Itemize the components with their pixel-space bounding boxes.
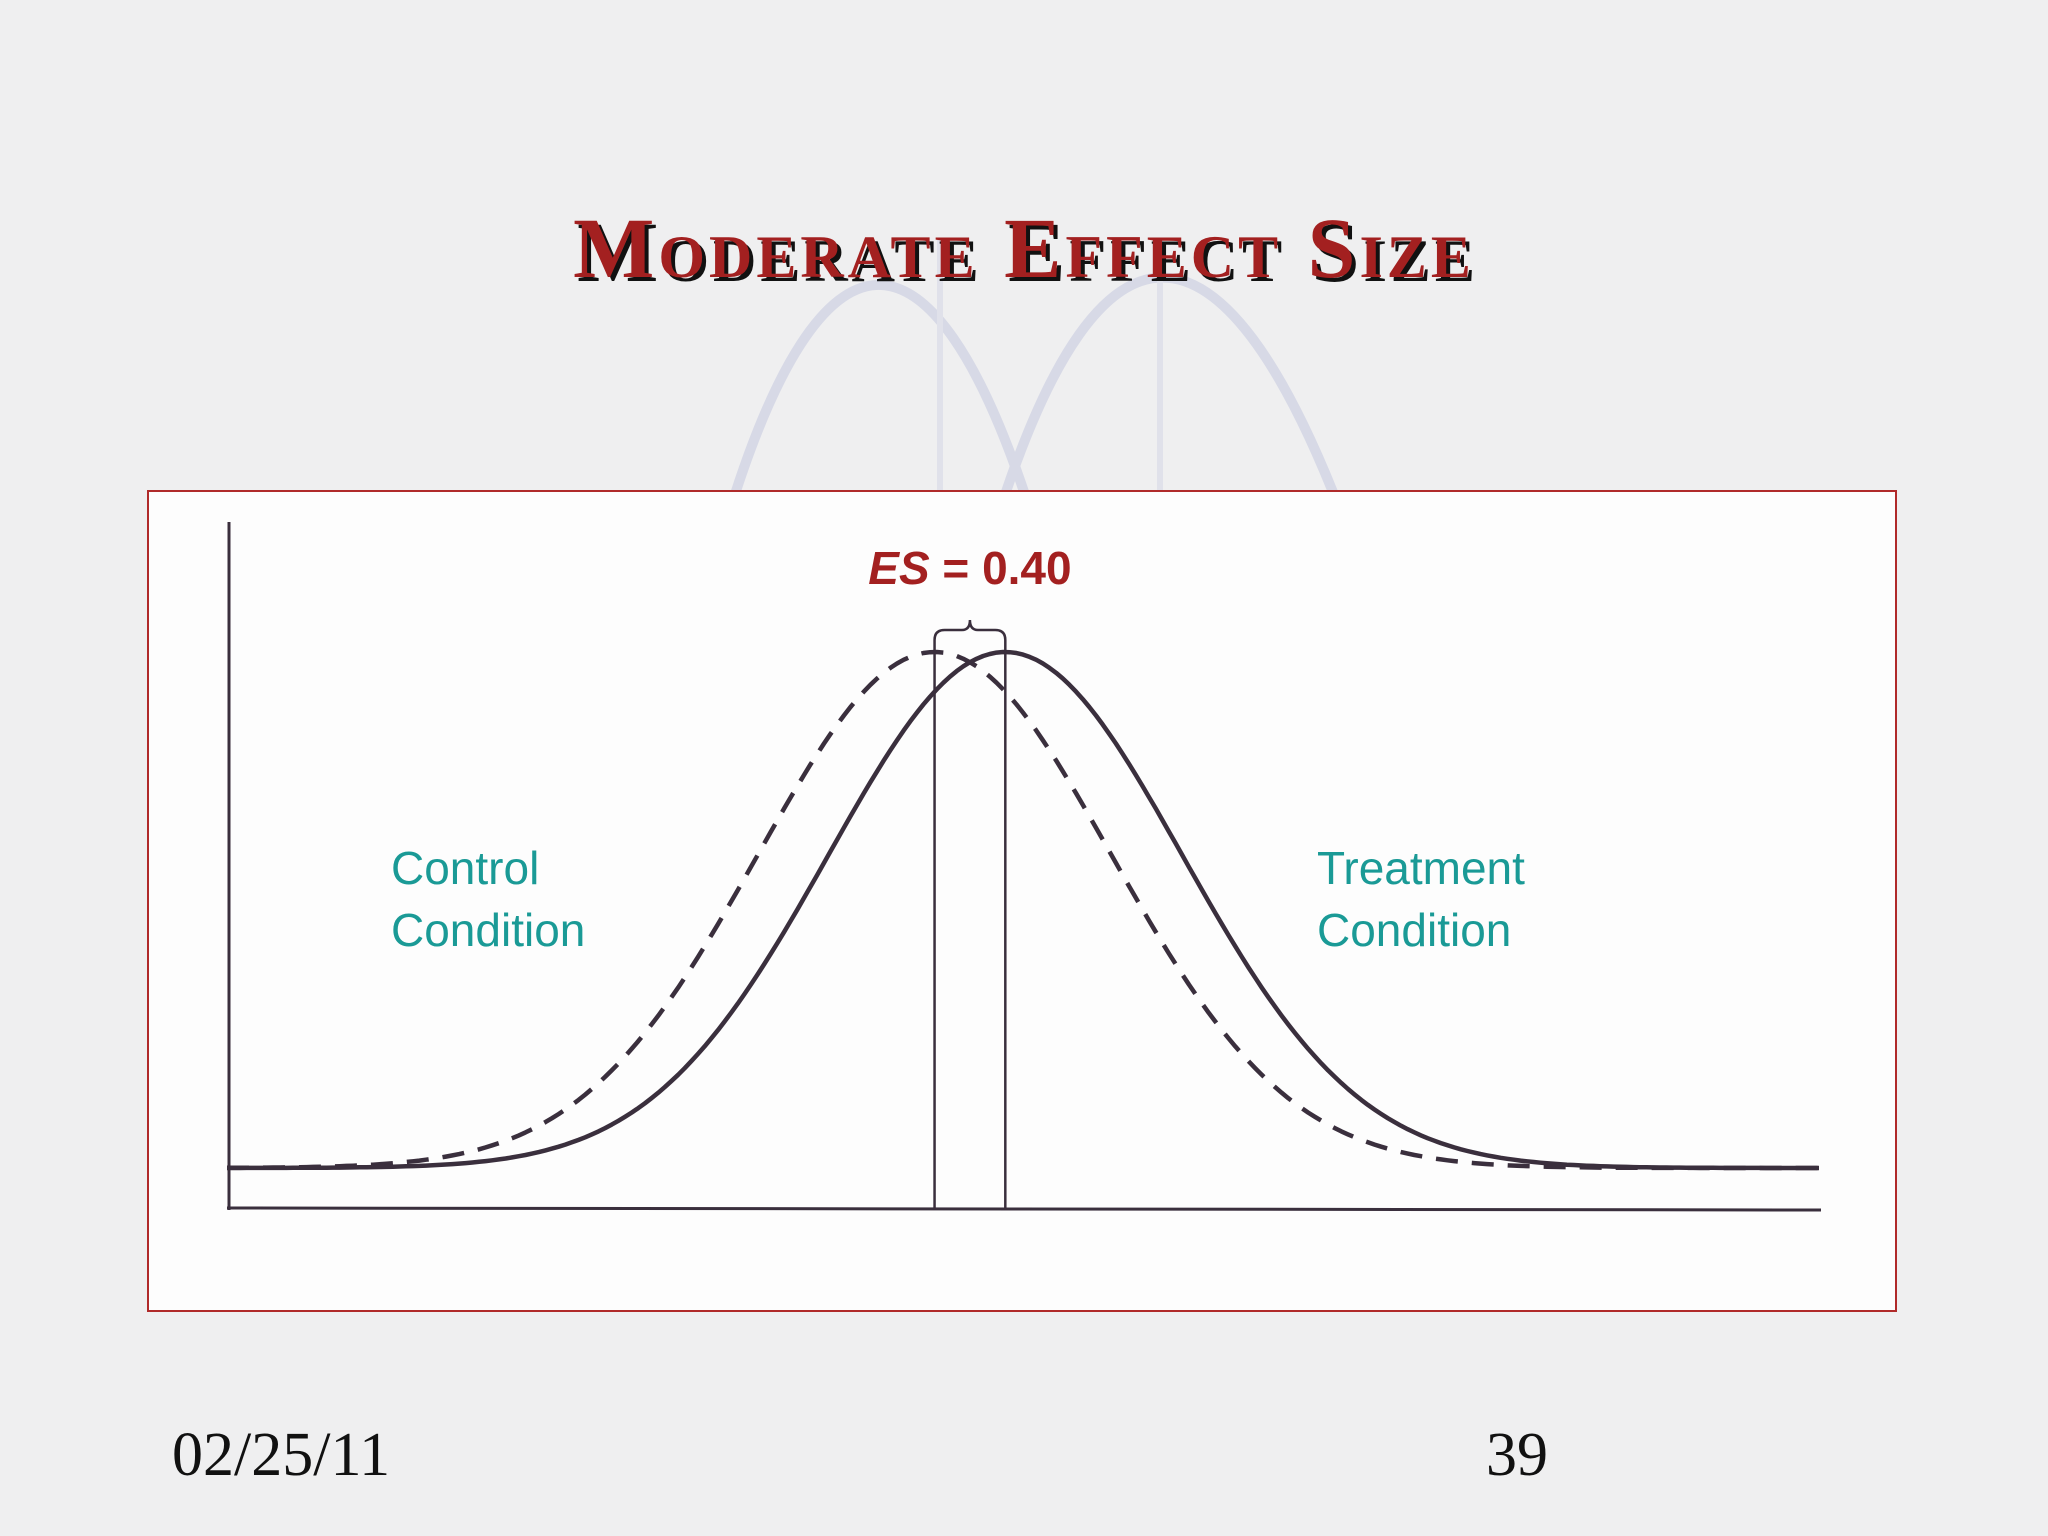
effect-size-brace (933, 619, 1007, 641)
control-curve (227, 649, 1819, 1171)
background-watermark (725, 240, 1345, 510)
figure-frame: ES = 0.40 Control Condition Treatment Condit… (147, 490, 1897, 1312)
treatment-condition-label-line-1: Treatment (1317, 842, 1525, 894)
effect-size-chart: ES = 0.40 Control Condition Treatment Condit… (226, 522, 1822, 1212)
x-axis (226, 1206, 1822, 1212)
effect-size-label: ES = 0.40 (868, 542, 1071, 594)
control-condition-label-line-1: Control (391, 842, 539, 894)
treatment-curve (227, 649, 1819, 1171)
slide-page-number: 39 (1486, 1421, 1548, 1489)
slide-title: Moderate Effect Size (573, 200, 1475, 296)
slide-date: 02/25/11 (172, 1421, 391, 1489)
control-condition-label-line-2: Condition (391, 904, 585, 956)
treatment-condition-label-line-2: Condition (1317, 904, 1511, 956)
